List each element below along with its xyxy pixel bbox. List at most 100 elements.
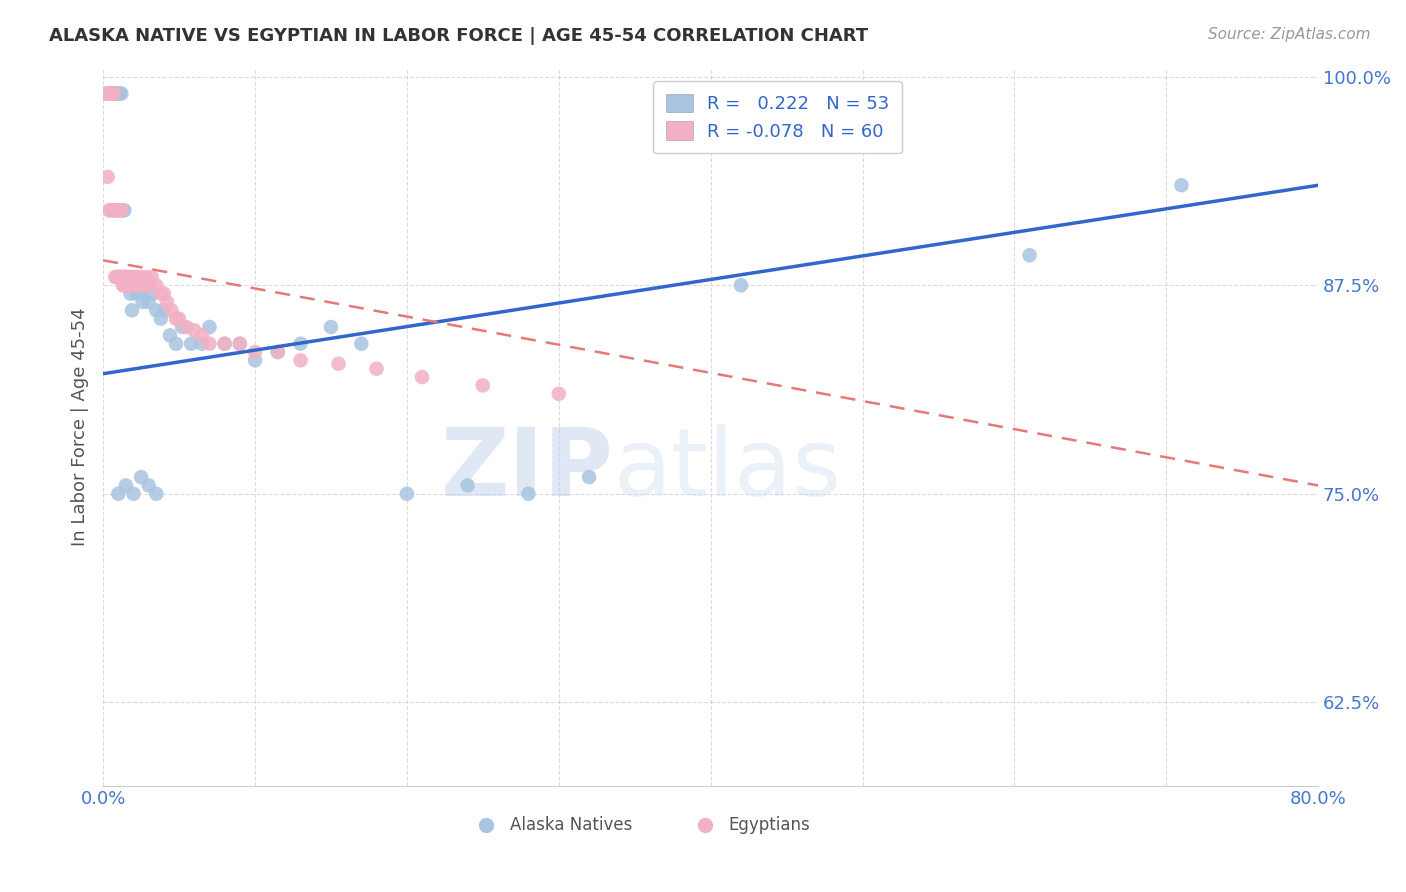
Point <box>229 336 252 351</box>
Point <box>98 203 121 218</box>
Point <box>191 336 214 351</box>
Point <box>138 295 160 310</box>
Point <box>103 87 125 101</box>
Point <box>578 470 600 484</box>
Point <box>111 278 134 293</box>
Point <box>1018 248 1040 262</box>
Point <box>97 87 120 101</box>
Point <box>97 169 120 184</box>
Point <box>131 295 153 310</box>
Point <box>350 336 373 351</box>
Text: Egyptians: Egyptians <box>728 816 811 834</box>
Point <box>108 87 131 101</box>
Point <box>122 278 145 293</box>
Text: ALASKA NATIVE VS EGYPTIAN IN LABOR FORCE | AGE 45-54 CORRELATION CHART: ALASKA NATIVE VS EGYPTIAN IN LABOR FORCE… <box>49 27 869 45</box>
Point <box>160 303 183 318</box>
Point <box>108 270 131 285</box>
Point <box>115 478 138 492</box>
Point <box>135 278 157 293</box>
Point <box>101 203 124 218</box>
Point <box>96 87 118 101</box>
Point <box>110 270 132 285</box>
Point <box>104 87 127 101</box>
Point <box>547 386 569 401</box>
Point <box>125 270 148 285</box>
Point <box>159 328 181 343</box>
Point <box>120 286 142 301</box>
Point <box>101 87 124 101</box>
Point <box>129 270 152 285</box>
Point <box>121 270 143 285</box>
Point <box>107 87 129 101</box>
Point <box>111 270 134 285</box>
Text: atlas: atlas <box>613 424 842 516</box>
Point <box>122 270 145 285</box>
Point <box>145 487 167 501</box>
Legend: R =   0.222   N = 53, R = -0.078   N = 60: R = 0.222 N = 53, R = -0.078 N = 60 <box>652 81 903 153</box>
Point <box>328 357 350 371</box>
Point <box>471 378 494 392</box>
Point <box>138 478 160 492</box>
Text: Source: ZipAtlas.com: Source: ZipAtlas.com <box>1208 27 1371 42</box>
Point <box>118 270 141 285</box>
Point <box>101 87 124 101</box>
Point <box>319 320 342 334</box>
Point <box>129 470 152 484</box>
Text: Alaska Natives: Alaska Natives <box>510 816 633 834</box>
Point <box>104 270 127 285</box>
Point <box>105 270 128 285</box>
Point <box>267 345 290 359</box>
Point <box>121 303 143 318</box>
Point <box>103 203 125 218</box>
Point <box>118 278 141 293</box>
Point <box>115 270 138 285</box>
Point <box>517 487 540 501</box>
Point <box>214 336 236 351</box>
Point <box>104 203 127 218</box>
Point <box>125 286 148 301</box>
Point <box>730 278 752 293</box>
Point <box>229 336 252 351</box>
Point <box>198 336 221 351</box>
Point <box>128 286 150 301</box>
Point <box>165 311 187 326</box>
Point <box>107 270 129 285</box>
Point <box>457 478 479 492</box>
Point <box>105 87 128 101</box>
Point <box>115 270 138 285</box>
Point <box>145 303 167 318</box>
Point <box>149 311 172 326</box>
Point <box>127 278 149 293</box>
Point <box>100 87 122 101</box>
Point <box>198 320 221 334</box>
Point <box>243 345 266 359</box>
Point <box>117 278 139 293</box>
Point <box>191 328 214 343</box>
Point <box>141 270 163 285</box>
Point <box>120 278 142 293</box>
Point <box>134 278 156 293</box>
Point <box>411 370 433 384</box>
Point <box>183 323 205 337</box>
Point <box>98 87 121 101</box>
Point <box>122 487 145 501</box>
Point <box>153 286 176 301</box>
Point <box>172 320 194 334</box>
Point <box>110 87 132 101</box>
Point <box>267 345 290 359</box>
Point <box>167 311 190 326</box>
Point <box>107 487 129 501</box>
Point <box>112 203 135 218</box>
Point <box>165 336 187 351</box>
Point <box>290 353 312 368</box>
Point <box>180 336 202 351</box>
Point <box>1170 178 1192 193</box>
Text: ZIP: ZIP <box>440 424 613 516</box>
Point <box>138 278 160 293</box>
Point <box>100 87 122 101</box>
Y-axis label: In Labor Force | Age 45-54: In Labor Force | Age 45-54 <box>72 308 89 547</box>
Point <box>395 487 418 501</box>
Point <box>98 87 121 101</box>
Point <box>290 336 312 351</box>
Point <box>103 87 125 101</box>
